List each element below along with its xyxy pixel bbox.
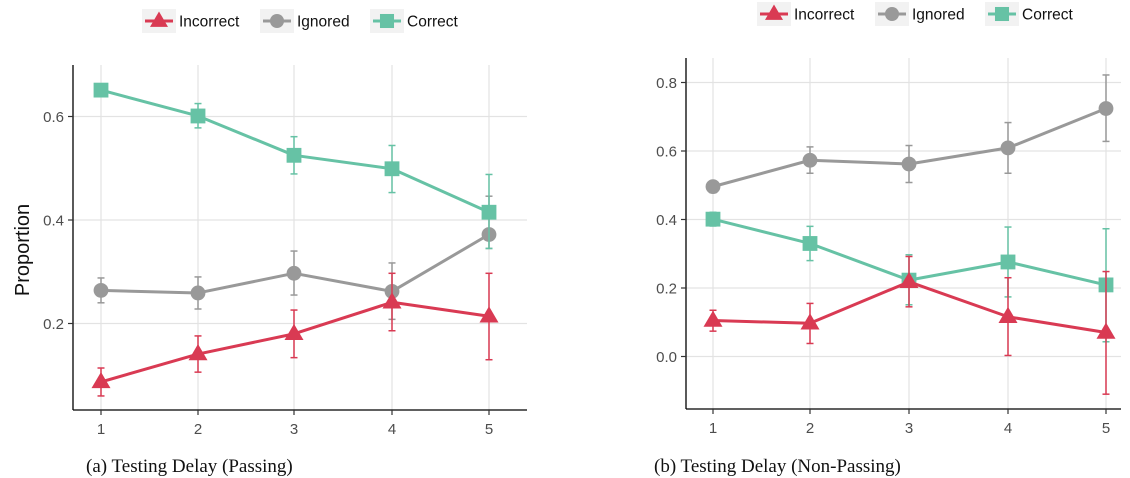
panel-b-x-tick-label-1: 2 xyxy=(806,420,814,437)
panel-a-y-tick-label-1: 0.4 xyxy=(43,213,64,230)
panel-a-legend-marker-correct xyxy=(379,13,395,29)
panel-a-x-tick-label-4: 5 xyxy=(485,421,493,438)
panel-b-ignored-point-2 xyxy=(901,156,917,172)
panel-b-legend-label-incorrect: Incorrect xyxy=(794,7,855,24)
panel-a-incorrect-point-1 xyxy=(188,344,208,361)
panel-a-ignored-point-0 xyxy=(93,282,109,298)
panel-b-ignored-point-1 xyxy=(802,152,818,168)
panel-a-y-tick-label-2: 0.6 xyxy=(43,109,64,126)
panel-b-incorrect-point-3 xyxy=(998,306,1018,323)
panel-a-ignored-line xyxy=(100,233,490,295)
panel-a-x-tick-label-3: 4 xyxy=(388,421,396,438)
panel-a-ignored-point-1 xyxy=(190,285,206,301)
panel-b-legend-marker-ignored xyxy=(884,6,900,22)
panel-a-testing-delay-passing: 0.2 0.4 0.6 1 2 3 4 5 Incorrect Ignored Correct xyxy=(43,9,527,438)
panel-a-legend-label-correct: Correct xyxy=(407,14,459,31)
panel-a-x-tick-label-0: 1 xyxy=(97,421,105,438)
panel-b-ignored-point-3 xyxy=(1000,140,1016,156)
panel-a-legend-label-incorrect: Incorrect xyxy=(179,14,240,31)
panel-b-legend-marker-correct xyxy=(994,6,1010,22)
panel-a-x-tick-label-1: 2 xyxy=(194,421,202,438)
panel-a-incorrect-point-3 xyxy=(382,292,402,309)
panel-a-y-axis-label: Proportion xyxy=(12,204,34,296)
panel-b-legend-label-correct: Correct xyxy=(1022,7,1074,24)
panel-b-correct-point-3 xyxy=(1000,254,1016,270)
panel-a-correct-point-1 xyxy=(190,108,206,124)
panel-a-correct-point-0 xyxy=(93,82,109,98)
panel-b-correct-point-1 xyxy=(802,236,818,251)
panel-b-y-tick-label-3: 0.6 xyxy=(656,144,677,161)
panel-a-legend-marker-ignored xyxy=(269,13,285,29)
panel-b-x-tick-label-0: 1 xyxy=(709,420,717,437)
panel-b-incorrect-point-2 xyxy=(899,271,919,289)
panel-b-legend-label-ignored: Ignored xyxy=(912,7,965,24)
panel-b-x-tick-label-2: 3 xyxy=(905,420,913,437)
panel-b-y-tick-label-4: 0.8 xyxy=(656,75,677,92)
panel-b-y-tick-label-2: 0.4 xyxy=(656,212,677,229)
panel-a-incorrect-point-0 xyxy=(91,372,111,389)
panel-a-x-tick-label-2: 3 xyxy=(290,421,298,438)
panel-a-legend: Incorrect Ignored Correct xyxy=(142,9,459,33)
panel-a-caption: (a) Testing Delay (Passing) xyxy=(86,456,293,477)
panel-a-legend-marker-incorrect xyxy=(150,11,168,27)
panel-a-correct-point-3 xyxy=(384,161,400,177)
panel-a-incorrect-point-2 xyxy=(284,323,304,341)
panel-b-ignored-point-4 xyxy=(1098,101,1114,116)
panel-b-testing-delay-non-passing: 0.0 0.2 0.4 0.6 0.8 1 2 3 4 5 Incorrect Ignored Corr… xyxy=(656,2,1121,437)
panel-b-caption: (b) Testing Delay (Non-Passing) xyxy=(654,456,901,477)
panel-a-y-tick-label-0: 0.2 xyxy=(43,316,64,333)
panel-b-incorrect-point-4 xyxy=(1096,322,1116,339)
panel-b-x-tick-label-4: 5 xyxy=(1102,420,1110,437)
panel-a-incorrect-point-4 xyxy=(479,306,499,323)
panel-b-incorrect-point-1 xyxy=(800,313,820,330)
panel-b-ignored-point-0 xyxy=(705,179,721,195)
panel-b-legend-marker-incorrect xyxy=(765,4,783,20)
panel-b-correct-point-0 xyxy=(705,211,721,227)
panel-a-ignored-point-2 xyxy=(286,265,302,281)
panel-a-incorrect-line xyxy=(100,300,490,384)
panel-b-x-tick-label-3: 4 xyxy=(1004,420,1012,437)
panel-b-y-tick-label-1: 0.2 xyxy=(656,281,677,298)
panel-b-legend: Incorrect Ignored Correct xyxy=(757,2,1074,26)
panel-b-incorrect-point-0 xyxy=(703,310,723,327)
panel-b-y-tick-label-0: 0.0 xyxy=(656,349,677,366)
panel-a-correct-point-2 xyxy=(286,147,302,163)
panel-a-correct-point-4 xyxy=(481,204,497,220)
panel-a-legend-label-ignored: Ignored xyxy=(297,14,350,31)
